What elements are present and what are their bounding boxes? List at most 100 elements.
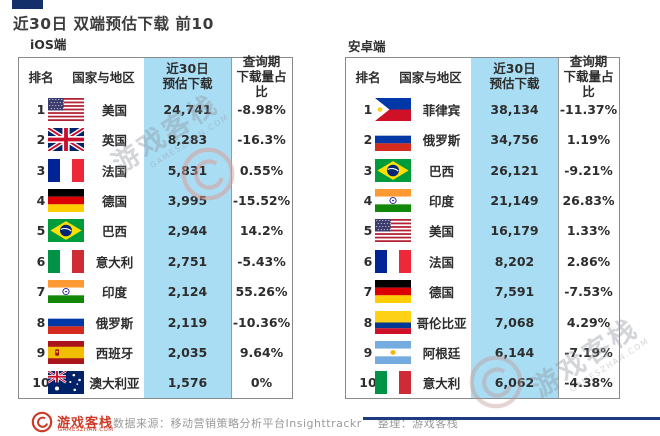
rank-cell: 8 <box>363 314 373 330</box>
rank-cell: 7 <box>363 284 373 300</box>
rank-cell: 3 <box>363 162 373 178</box>
flag-cell <box>374 246 412 276</box>
flag-cell <box>47 94 85 124</box>
site-logo-domain: GAMESZHAN.COM <box>58 427 114 433</box>
rank-cell: 8 <box>36 314 46 330</box>
table-row: 7 德国 7,591 -7.53% <box>346 276 619 306</box>
android-downloads-table: 排名 国家与地区 近30日 预估下载 查询期 下载量占比 1 菲律宾 38,134 -… <box>345 54 620 399</box>
country-name: 俄罗斯 <box>95 315 134 331</box>
flag-cell <box>47 368 85 398</box>
rank-cell: 10 <box>32 375 50 391</box>
flag-de-icon <box>375 280 411 304</box>
country-name: 意大利 <box>422 376 461 392</box>
downloads-header-line1: 近30日 <box>493 61 536 76</box>
country-name: 美国 <box>101 102 127 118</box>
share-change-value: -10.36% <box>232 314 291 330</box>
rank-cell: 7 <box>36 284 46 300</box>
downloads-value: 8,202 <box>494 253 535 269</box>
downloads-header-line1: 近30日 <box>166 61 209 76</box>
share-header-line2: 下载量占比 <box>236 68 287 99</box>
country-name: 印度 <box>428 193 454 209</box>
downloads-value: 6,062 <box>494 375 535 391</box>
data-source-note: 数据来源：移动营销策略分析平台Insighttrackr 整理：游戏客栈 <box>113 415 458 431</box>
flag-cell <box>374 94 412 124</box>
android-table-body: 1 菲律宾 38,134 -11.37% 2 俄罗斯 34,756 1.19% 3 巴西 26,12… <box>346 94 619 398</box>
downloads-value: 26,121 <box>490 162 539 178</box>
share-change-value: 1.19% <box>566 132 611 148</box>
rank-cell: 1 <box>36 101 46 117</box>
source-text: 数据来源：移动营销策略分析平台Insighttrackr <box>113 417 362 430</box>
flag-it-icon <box>48 249 84 273</box>
flag-es-icon <box>48 340 84 364</box>
share-header: 查询期 下载量占比 <box>231 54 292 99</box>
rank-cell: 4 <box>36 192 46 208</box>
table-row: 2 英国 8,283 -16.3% <box>19 124 292 154</box>
flag-cell <box>374 216 412 246</box>
rank-cell: 4 <box>363 192 373 208</box>
flag-cell <box>47 216 85 246</box>
flag-cell <box>374 276 412 306</box>
country-name: 德国 <box>428 285 454 301</box>
country-name: 法国 <box>428 254 454 270</box>
rank-header: 排名 <box>28 69 54 85</box>
country-header: 国家与地区 <box>399 69 462 85</box>
share-change-value: 2.86% <box>566 253 611 269</box>
downloads-value: 2,944 <box>167 223 208 239</box>
flag-fr-icon <box>48 158 84 182</box>
share-change-value: 9.64% <box>239 344 284 360</box>
table-row: 10 意大利 6,062 -4.38% <box>346 368 619 398</box>
downloads-value: 2,119 <box>167 314 208 330</box>
flag-cell <box>47 185 85 215</box>
downloads-highlight-column <box>471 58 559 398</box>
share-header: 查询期 下载量占比 <box>558 54 619 99</box>
rank-cell: 6 <box>36 253 46 269</box>
rank-cell: 6 <box>363 253 373 269</box>
downloads-value: 6,144 <box>494 344 535 360</box>
share-header-line2: 下载量占比 <box>563 68 614 99</box>
flag-cell <box>374 185 412 215</box>
flag-de-icon <box>48 188 84 212</box>
table-row: 10 澳大利亚 1,576 0% <box>19 368 292 398</box>
flag-au-icon <box>48 371 84 395</box>
rank-cell: 9 <box>36 344 46 360</box>
share-change-value: -8.98% <box>237 101 286 117</box>
flag-ar-icon <box>375 340 411 364</box>
downloads-value: 5,831 <box>167 162 208 178</box>
share-change-value: 4.29% <box>566 314 611 330</box>
flag-it-icon <box>375 371 411 395</box>
downloads-highlight-column <box>144 58 232 398</box>
table-header-row: 排名 国家与地区 近30日 预估下载 查询期 下载量占比 <box>346 54 619 99</box>
flag-cell <box>47 307 85 337</box>
share-change-value: -15.52% <box>232 192 291 208</box>
country-name: 西班牙 <box>95 345 134 361</box>
flag-cell <box>47 276 85 306</box>
share-change-value: 0.55% <box>239 162 284 178</box>
footer-divider-line <box>363 417 660 420</box>
flag-cell <box>47 246 85 276</box>
share-change-value: -16.3% <box>237 132 286 148</box>
page-title: 近30日 双端预估下载 前10 <box>13 15 214 33</box>
share-change-value: -7.19% <box>564 344 613 360</box>
share-change-value: 0% <box>250 375 273 391</box>
downloads-value: 8,283 <box>167 132 208 148</box>
table-row: 3 法国 5,831 0.55% <box>19 155 292 185</box>
table-row: 3 巴西 26,121 -9.21% <box>346 155 619 185</box>
country-name: 美国 <box>428 224 454 240</box>
rank-cell: 5 <box>36 223 46 239</box>
flag-ph-icon <box>375 97 411 121</box>
downloads-header: 近30日 预估下载 <box>471 58 558 94</box>
rank-cell: 2 <box>363 132 373 148</box>
share-change-value: 55.26% <box>235 284 288 300</box>
flag-us-icon <box>375 219 411 243</box>
country-name: 俄罗斯 <box>422 133 461 149</box>
downloads-value: 2,751 <box>167 253 208 269</box>
flag-co-icon <box>375 310 411 334</box>
brand-accent-bar <box>12 0 43 9</box>
downloads-value: 24,741 <box>163 101 212 117</box>
rank-cell: 3 <box>36 162 46 178</box>
site-logo-icon <box>31 411 53 433</box>
flag-ru-icon <box>48 310 84 334</box>
rank-cell: 5 <box>363 223 373 239</box>
country-header: 国家与地区 <box>72 69 135 85</box>
rank-cell: 9 <box>363 344 373 360</box>
